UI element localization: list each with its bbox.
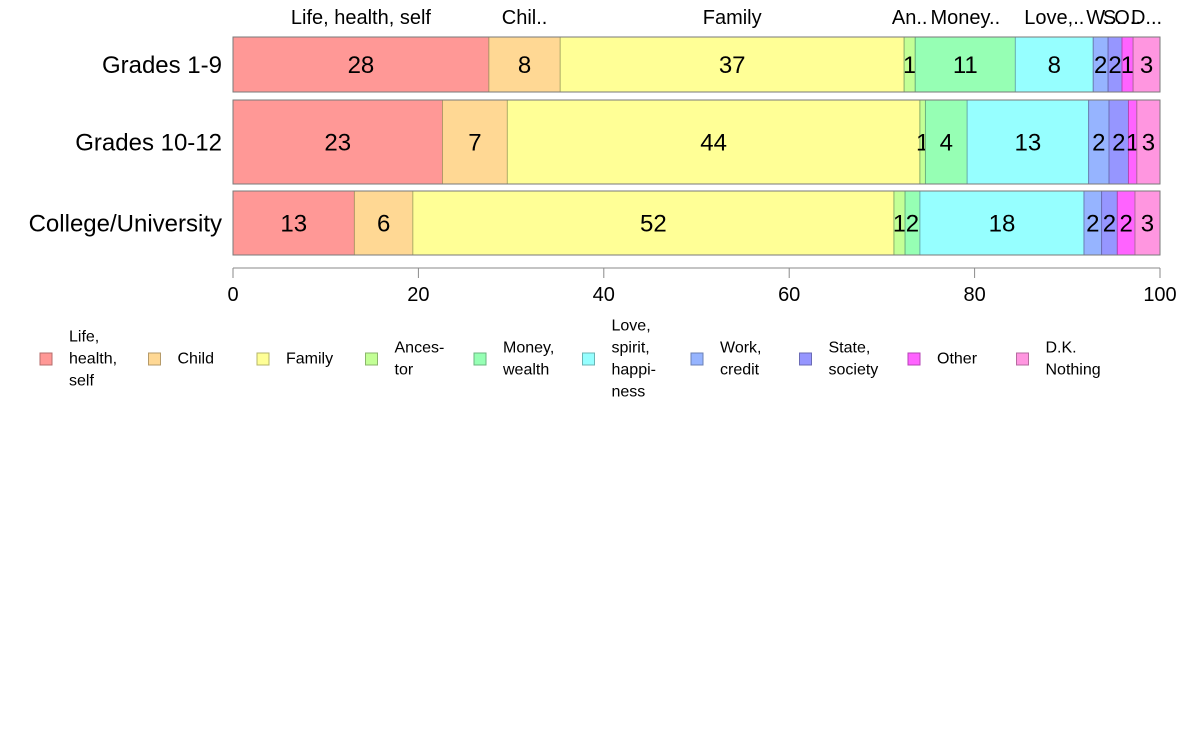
legend-label: Child bbox=[178, 351, 214, 368]
legend-label: wealth bbox=[502, 362, 549, 379]
bar-segment bbox=[919, 190, 1085, 256]
legend-swatch bbox=[582, 352, 595, 366]
data-label: 37 bbox=[719, 52, 746, 79]
top-segment-labels: Life, health, self Chil.. Family An.. Money.… bbox=[291, 7, 1162, 29]
data-label: 7 bbox=[468, 130, 481, 157]
legend-swatch bbox=[365, 352, 378, 366]
data-label: 28 bbox=[348, 52, 375, 79]
legend-label: Nothing bbox=[1046, 362, 1101, 379]
data-label: 2 bbox=[1112, 130, 1125, 157]
data-label: 2 bbox=[906, 211, 919, 238]
x-tick-label: 40 bbox=[593, 284, 615, 306]
legend-label: Family bbox=[286, 351, 333, 368]
data-label: 2 bbox=[1119, 211, 1132, 238]
bars: 28 8 37 1 11 8 2 2 1 323 7 44 1 4 13 2 2 1 313 6 52 1 2 18 2 2 2 3 bbox=[232, 36, 1161, 256]
legend-swatch bbox=[799, 352, 812, 366]
top-label: O.. bbox=[1114, 7, 1141, 29]
legend-swatch bbox=[690, 352, 704, 366]
row-label: College/University bbox=[29, 211, 222, 238]
data-label: 2 bbox=[1103, 211, 1116, 238]
bar-outline bbox=[232, 99, 1161, 185]
top-label: Chil.. bbox=[502, 7, 548, 29]
legend-label: tor bbox=[395, 362, 414, 379]
top-label: W.. bbox=[1086, 7, 1115, 29]
legend-label: Life, bbox=[69, 329, 99, 346]
top-label: An.. bbox=[892, 7, 928, 29]
legend-swatch bbox=[473, 352, 487, 366]
data-label: 3 bbox=[1142, 130, 1155, 157]
legend-label: spirit, bbox=[612, 340, 650, 357]
legend-swatch bbox=[907, 352, 921, 366]
x-tick-label: 80 bbox=[963, 284, 985, 306]
data-label: 11 bbox=[953, 52, 978, 79]
data-label: 2 bbox=[1086, 211, 1099, 238]
bar-segment bbox=[924, 99, 968, 185]
legend-label: D.K. bbox=[1046, 340, 1077, 357]
legend-swatch bbox=[256, 352, 270, 366]
data-label: 2 bbox=[1094, 52, 1107, 79]
top-label: Money.. bbox=[930, 7, 1000, 29]
legend-label: self bbox=[69, 373, 94, 390]
data-label: 6 bbox=[377, 211, 390, 238]
bar-outline bbox=[232, 36, 1161, 93]
legend-label: Other bbox=[937, 351, 978, 368]
legend-label: society bbox=[829, 362, 879, 379]
legend-label: happi- bbox=[612, 362, 656, 379]
data-label: 44 bbox=[700, 130, 727, 157]
row-labels: Grades 1-9 Grades 10-12 College/University bbox=[29, 52, 222, 238]
data-label: 3 bbox=[1140, 52, 1153, 79]
legend-label: Money, bbox=[503, 340, 554, 357]
data-label: 1 bbox=[903, 52, 916, 79]
x-tick-label: 60 bbox=[778, 284, 800, 306]
bar-segment bbox=[1014, 36, 1094, 93]
data-label: 13 bbox=[1015, 130, 1042, 157]
data-label: 23 bbox=[324, 130, 351, 157]
data-label: 1 bbox=[1126, 130, 1139, 157]
row-label: Grades 1-9 bbox=[102, 52, 222, 79]
legend: Life, health, self Child Family Ances-tor Mone… bbox=[39, 318, 1101, 401]
legend-swatch bbox=[39, 352, 53, 366]
top-label: Life, health, self bbox=[291, 7, 432, 29]
legend-label: State, bbox=[829, 340, 871, 357]
top-label: S.. bbox=[1103, 7, 1127, 29]
data-label: 2 bbox=[1108, 52, 1121, 79]
data-label: 8 bbox=[1048, 52, 1061, 79]
legend-label: Ances- bbox=[395, 340, 445, 357]
x-tick-label: 0 bbox=[227, 284, 238, 306]
legend-swatch bbox=[148, 352, 161, 366]
x-axis: 0 20 40 60 80 100 bbox=[227, 267, 1177, 306]
bar-segment bbox=[506, 99, 921, 185]
bar-segment bbox=[353, 190, 414, 256]
legend-label: health, bbox=[69, 351, 117, 368]
bar-outline bbox=[232, 190, 1161, 256]
legend-label: credit bbox=[720, 362, 760, 379]
data-label: 18 bbox=[989, 211, 1016, 238]
bar-segment bbox=[1132, 36, 1161, 93]
bar-segment bbox=[232, 36, 490, 93]
data-label: 1 bbox=[893, 211, 906, 238]
row-label: Grades 10-12 bbox=[75, 130, 222, 157]
data-label: 2 bbox=[1092, 130, 1105, 157]
legend-label: Work, bbox=[720, 340, 761, 357]
bar-segment bbox=[412, 190, 895, 256]
data-label: 3 bbox=[1141, 211, 1154, 238]
legend-swatch bbox=[1016, 352, 1029, 366]
x-tick-label: 20 bbox=[407, 284, 429, 306]
top-label: Love,.. bbox=[1024, 7, 1084, 29]
data-label: 13 bbox=[280, 211, 307, 238]
top-label: D... bbox=[1131, 7, 1162, 29]
bar-segment bbox=[966, 99, 1090, 185]
data-label: 1 bbox=[1121, 52, 1134, 79]
top-label: Family bbox=[703, 7, 762, 29]
legend-label: ness bbox=[612, 384, 646, 401]
legend-label: Love, bbox=[612, 318, 651, 335]
data-label: 52 bbox=[640, 211, 667, 238]
x-tick-label: 100 bbox=[1143, 284, 1176, 306]
data-label: 4 bbox=[940, 130, 953, 157]
data-label: 8 bbox=[518, 52, 531, 79]
bar-segment bbox=[1134, 190, 1161, 256]
